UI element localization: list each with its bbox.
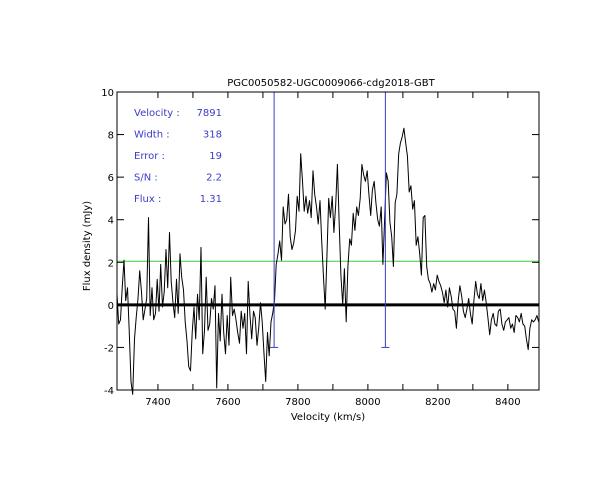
- y-tick-label: 10: [101, 88, 114, 99]
- y-tick-label: 8: [108, 131, 114, 142]
- chart-title: PGC0050582-UGC0009066-cdg2018-GBT: [227, 78, 435, 89]
- x-tick-label: 7800: [285, 397, 310, 408]
- annotation-label: Error :: [134, 151, 165, 162]
- fit-annotations: Velocity : 7891 Width : 318 Error : 19 S/N : 2.…: [134, 108, 222, 205]
- spectrum-line: [116, 127, 540, 395]
- y-tick-label: 6: [108, 173, 114, 184]
- axis-ticks: 7400 7600 7800 8000 8200 8400 -4 -2 0 2 4 6 8 10: [101, 88, 539, 408]
- reference-lines: [117, 260, 539, 307]
- annotation-label: Width :: [134, 130, 170, 141]
- annotation-label: Flux :: [134, 194, 161, 205]
- x-tick-label: 8400: [495, 397, 520, 408]
- y-tick-label: 4: [108, 216, 114, 227]
- annotation-value: 2.2: [206, 173, 222, 184]
- annotation-value: 318: [203, 130, 222, 141]
- y-tick-label: -2: [104, 343, 114, 354]
- spectrum-series: [116, 127, 540, 395]
- y-tick-label: 0: [108, 301, 114, 312]
- annotation-label: S/N :: [134, 173, 158, 184]
- plot-frame: [116, 91, 540, 391]
- y-tick-label: -4: [104, 386, 114, 397]
- window-markers: [270, 91, 390, 348]
- x-tick-label: 7400: [145, 397, 170, 408]
- annotation-value: 1.31: [200, 194, 222, 205]
- y-axis-label: Flux density (mJy): [82, 201, 93, 291]
- x-tick-label: 7600: [215, 397, 240, 408]
- y-tick-label: 2: [108, 258, 114, 269]
- x-tick-label: 8000: [355, 397, 380, 408]
- x-tick-label: 8200: [425, 397, 450, 408]
- annotation-value: 19: [209, 151, 222, 162]
- x-axis-label: Velocity (km/s): [291, 412, 365, 423]
- annotation-label: Velocity :: [134, 108, 180, 119]
- annotation-value: 7891: [197, 108, 222, 119]
